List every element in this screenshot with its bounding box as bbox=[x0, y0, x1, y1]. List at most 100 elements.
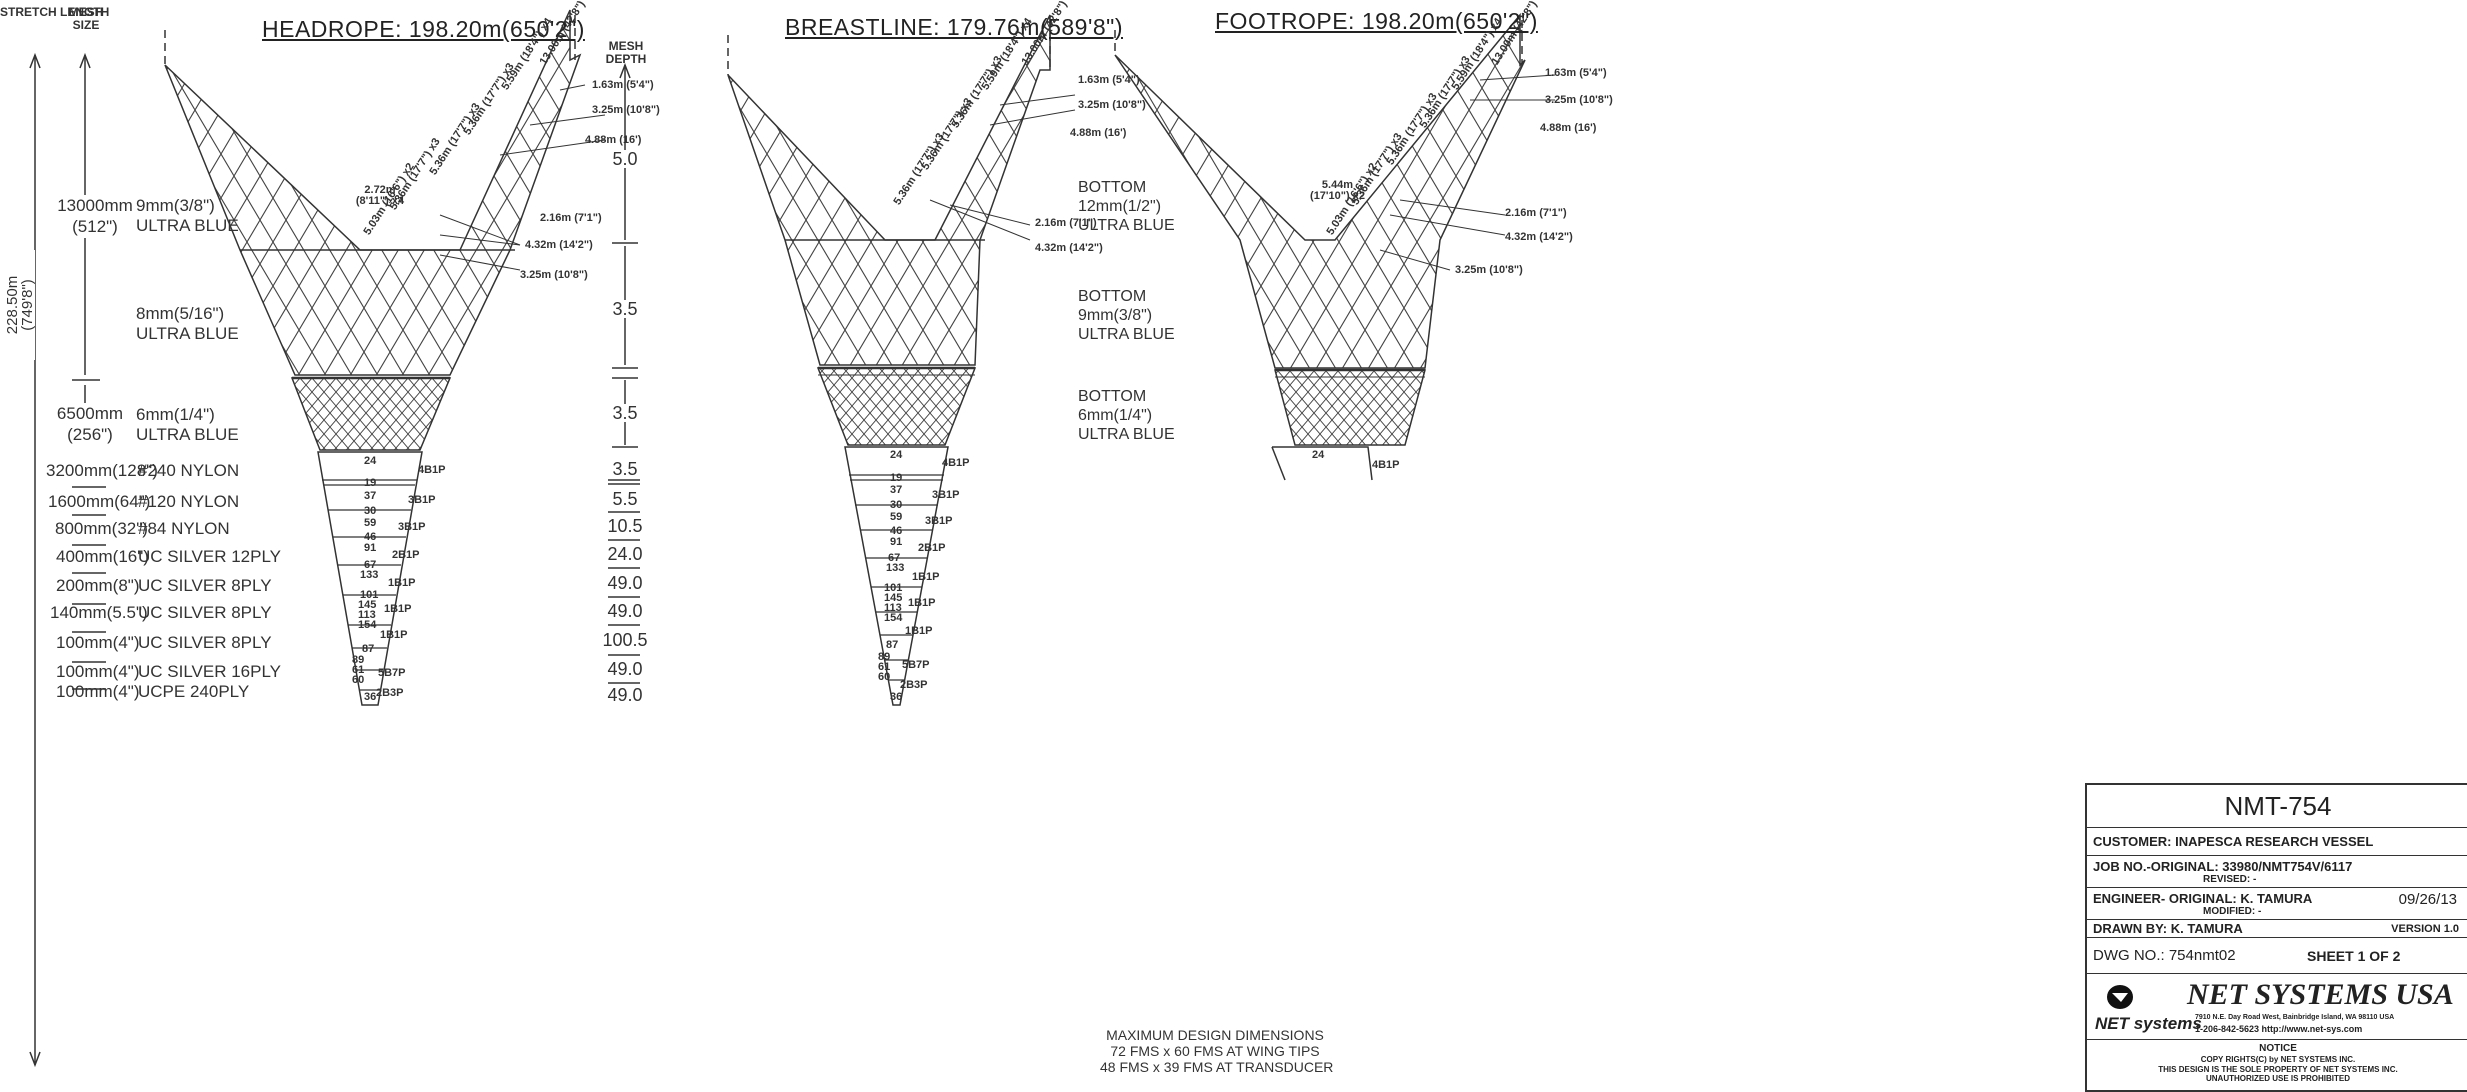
codend-count: 145 bbox=[884, 592, 903, 604]
codend-tag: 1B1P bbox=[388, 577, 416, 589]
section-size-8: 100mm(4") bbox=[56, 662, 140, 681]
codend-tag: 1B1P bbox=[384, 603, 412, 615]
top-material-3: 6mm(1/4") ULTRA BLUE bbox=[136, 405, 239, 446]
notice-row: NOTICE COPY RIGHTS(C) by NET SYSTEMS INC… bbox=[2087, 1039, 2467, 1089]
breastline-net bbox=[727, 14, 1076, 706]
seg-label: 3.25m (10'8") bbox=[592, 104, 660, 116]
section-material-4: UC SILVER 12PLY bbox=[138, 547, 281, 566]
codend-tag: 2B3P bbox=[376, 687, 404, 699]
notice-line3: UNAUTHORIZED USE IS PROHIBITED bbox=[2205, 1074, 2350, 1084]
seg-label: 2.16m (7'1") bbox=[540, 212, 602, 224]
max-dims-line1: 72 FMS x 60 FMS AT WING TIPS bbox=[1110, 1043, 1320, 1060]
codend-count: 24 bbox=[364, 455, 377, 467]
codend-tag: 4B1P bbox=[942, 457, 970, 469]
job-row: JOB NO.-ORIGINAL: 33980/NMT754V/6117 REV… bbox=[2087, 855, 2467, 887]
codend-count: 67 bbox=[364, 559, 377, 571]
codend-count: 37 bbox=[364, 490, 377, 502]
max-dims-line2: 48 FMS x 39 FMS AT TRANSDUCER bbox=[1100, 1059, 1334, 1076]
depth-value-4: 3.5 bbox=[612, 459, 638, 479]
codend-tag: 3B1P bbox=[925, 515, 953, 527]
depth-value-5: 5.5 bbox=[612, 489, 638, 509]
seg-label: 3.25m (10'8") bbox=[520, 269, 588, 281]
material-size: 9mm(3/8") bbox=[1078, 307, 1153, 325]
max-dims-title: MAXIMUM DESIGN DIMENSIONS bbox=[1106, 1027, 1324, 1043]
codend-count: 154 bbox=[884, 612, 903, 624]
depth-value-3: 3.5 bbox=[595, 404, 655, 422]
depth-value-6: 10.5 bbox=[607, 516, 643, 536]
max-dimensions: MAXIMUM DESIGN DIMENSIONS 72 FMS x 60 FM… bbox=[1100, 1027, 1334, 1076]
codend-count: 61 bbox=[352, 664, 365, 676]
codend-tag: 1B1P bbox=[380, 629, 408, 641]
depth-value-8: 49.0 bbox=[607, 573, 643, 593]
drawn-text: DRAWN BY: K. TAMURA bbox=[2093, 921, 2243, 936]
codend-tag: 3B1P bbox=[932, 489, 960, 501]
section-size-2: 1600mm(64") bbox=[48, 492, 151, 511]
section-size-5: 200mm(8") bbox=[56, 576, 140, 595]
codend-count: 46 bbox=[364, 531, 377, 543]
codend-tag: 1B1P bbox=[905, 625, 933, 637]
company-name: NET SYSTEMS USA bbox=[2187, 978, 2454, 1011]
company-row: NET systems NET SYSTEMS USA 7910 N.E. Da… bbox=[2087, 973, 2467, 1040]
codend-count: 61 bbox=[878, 661, 891, 673]
seg-label: 2.16m (7'1") bbox=[1505, 207, 1567, 219]
notice-title: NOTICE bbox=[2259, 1043, 2297, 1054]
codend-count: 60 bbox=[352, 674, 365, 686]
codend-count: 113 bbox=[884, 602, 902, 614]
section-material-9: UCPE 240PLY bbox=[138, 682, 250, 701]
material-size: 6mm(1/4") bbox=[1078, 407, 1153, 425]
codend-tag: 4B1P bbox=[1372, 459, 1400, 471]
section-size-7: 100mm(4") bbox=[56, 633, 140, 652]
section-size-6: 140mm(5.5") bbox=[50, 603, 148, 622]
seg-label: 4.88m (16') bbox=[585, 134, 642, 146]
material-name: ULTRA BLUE bbox=[1078, 217, 1175, 235]
job-revised: REVISED: - bbox=[2203, 874, 2257, 885]
seg-label: 3.25m (10'8") bbox=[1545, 94, 1613, 106]
codend-tag: 1B1P bbox=[912, 571, 940, 583]
depth-value-2: 3.5 bbox=[595, 300, 655, 318]
codend-tag: 4B1P bbox=[418, 464, 446, 476]
mesh-13000-label: 13000mm (512") bbox=[55, 195, 135, 238]
material-name: ULTRA BLUE bbox=[1078, 426, 1175, 444]
codend-count: 19 bbox=[890, 472, 903, 484]
depth-value-9: 49.0 bbox=[607, 601, 643, 621]
headrope-net bbox=[164, 9, 606, 706]
job-text: JOB NO.-ORIGINAL: 33980/NMT754V/6117 bbox=[2093, 859, 2353, 874]
seg-label: 1.63m (5'4") bbox=[592, 79, 654, 91]
depth-value-11: 49.0 bbox=[607, 659, 643, 679]
codend-count: 36 bbox=[890, 691, 903, 703]
company-logo-text: NET systems bbox=[2095, 1014, 2202, 1033]
mesh-size-header: MESH SIZE bbox=[68, 5, 104, 33]
company-address: 7910 N.E. Day Road West, Bainbridge Isla… bbox=[2195, 1014, 2395, 1021]
engineer-text: ENGINEER- ORIGINAL: K. TAMURA bbox=[2093, 891, 2313, 906]
codend-count: 154 bbox=[358, 619, 377, 631]
bottom-material-3: BOTTOM 6mm(1/4") ULTRA BLUE bbox=[1078, 387, 1175, 445]
company-logo-icon bbox=[2107, 985, 2133, 1009]
mesh-depth-header: MESH DEPTH bbox=[605, 39, 647, 67]
section-size-3: 800mm(32") bbox=[55, 519, 148, 538]
seg-label: 4.88m (16') bbox=[1540, 122, 1597, 134]
seg-label: 4.88m (16') bbox=[1070, 127, 1127, 139]
bottom-material-1: BOTTOM 12mm(1/2") ULTRA BLUE bbox=[1078, 178, 1175, 236]
notice-line1: COPY RIGHTS(C) by NET SYSTEMS INC. bbox=[2200, 1055, 2356, 1064]
top-material-2: 8mm(5/16") ULTRA BLUE bbox=[136, 304, 239, 345]
material-name: ULTRA BLUE bbox=[136, 324, 239, 344]
stretch-length-header: STRETCH LENGTH bbox=[0, 5, 110, 19]
engineer-date: 09/26/13 bbox=[2398, 891, 2457, 908]
codend-count: 87 bbox=[362, 643, 375, 655]
seg-label: 3.25m (10'8") bbox=[1455, 264, 1523, 276]
seg-label: 4.32m (14'2") bbox=[1035, 242, 1103, 254]
company-phone: 1-206-842-5623 http://www.net-sys.com bbox=[2195, 1024, 2363, 1034]
customer-row: CUSTOMER: INAPESCA RESEARCH VESSEL bbox=[2087, 827, 2467, 855]
customer-text: CUSTOMER: INAPESCA RESEARCH VESSEL bbox=[2093, 834, 2374, 849]
codend-count: 19 bbox=[364, 477, 377, 489]
engineer-row: ENGINEER- ORIGINAL: K. TAMURA MODIFIED: … bbox=[2087, 887, 2467, 919]
model-number: NMT-754 bbox=[2224, 791, 2332, 821]
version-text: VERSION 1.0 bbox=[2391, 923, 2459, 935]
codend-count: 30 bbox=[890, 499, 903, 511]
headrope-title: HEADROPE: 198.20m(650'2") bbox=[262, 16, 585, 42]
section-material-5: UC SILVER 8PLY bbox=[138, 576, 272, 595]
codend-count: 133 bbox=[886, 562, 905, 574]
sheet-text: SHEET 1 OF 2 bbox=[2307, 948, 2401, 964]
codend-tag: 3B1P bbox=[408, 494, 436, 506]
codend-count: 60 bbox=[878, 671, 891, 683]
